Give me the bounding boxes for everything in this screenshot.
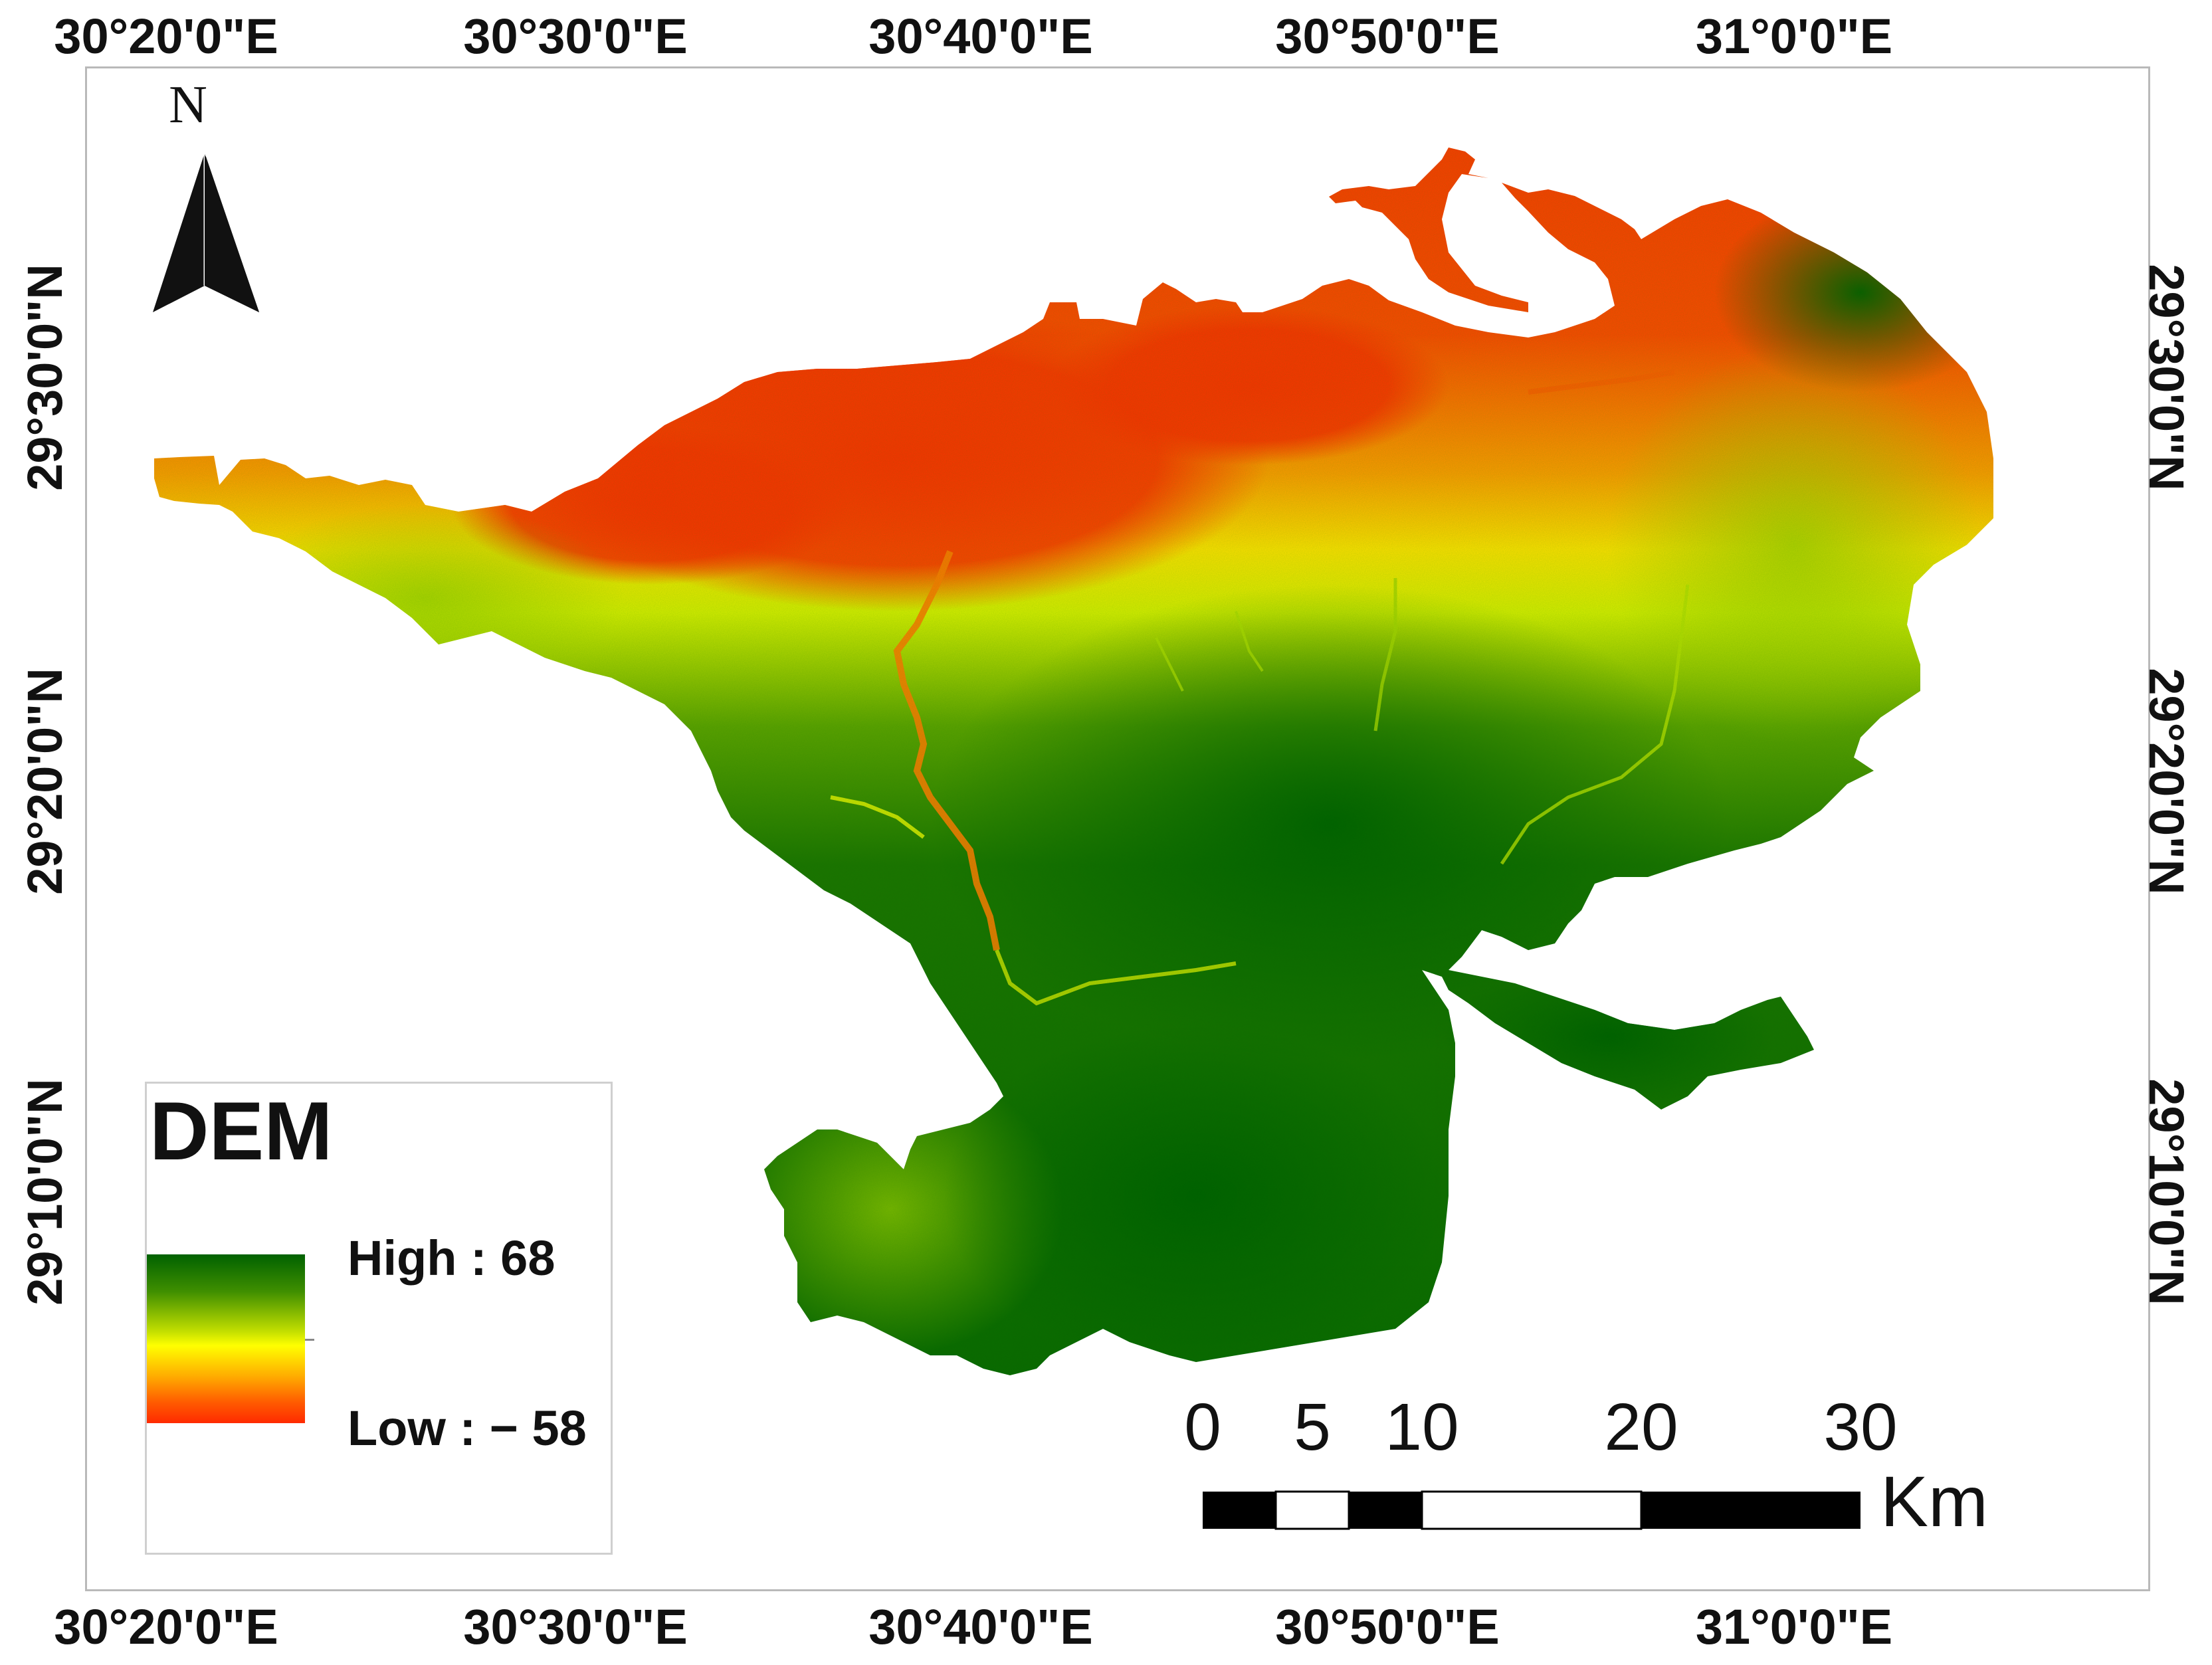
scale-segment-2 <box>1274 1490 1350 1530</box>
scale-segment-3 <box>1349 1492 1422 1529</box>
top-lon-label-4: 30°50'0"E <box>1275 9 1500 64</box>
top-lon-label-5: 31°0'0"E <box>1695 9 1893 64</box>
legend-high-label: High : 68 <box>348 1230 555 1286</box>
legend-tick <box>305 1339 314 1341</box>
bottom-lon-label-5: 31°0'0"E <box>1695 1599 1893 1654</box>
north-label: N <box>169 76 207 134</box>
scale-label-5: 5 <box>1294 1390 1331 1464</box>
scale-unit-label: Km <box>1880 1461 1988 1541</box>
top-lon-label-1: 30°20'0"E <box>54 9 278 64</box>
scale-segment-1 <box>1203 1492 1276 1529</box>
bottom-lon-label-3: 30°40'0"E <box>868 1599 1093 1654</box>
bottom-lon-label-4: 30°50'0"E <box>1275 1599 1500 1654</box>
scale-label-10: 10 <box>1385 1390 1459 1464</box>
scale-bar <box>1203 1490 1860 1530</box>
bottom-lon-label-1: 30°20'0"E <box>54 1599 278 1654</box>
map-frame <box>85 66 2150 1591</box>
legend-color-ramp <box>147 1254 305 1423</box>
top-lon-label-3: 30°40'0"E <box>868 9 1093 64</box>
legend-title: DEM <box>150 1086 333 1177</box>
top-lon-label-2: 30°30'0"E <box>463 9 688 64</box>
scale-segment-5 <box>1641 1492 1860 1529</box>
bottom-lon-label-2: 30°30'0"E <box>463 1599 688 1654</box>
legend-low-label: Low : − 58 <box>348 1401 587 1456</box>
scale-label-20: 20 <box>1604 1390 1678 1464</box>
scale-label-30: 30 <box>1823 1390 1898 1464</box>
scale-segment-4 <box>1421 1490 1643 1530</box>
legend-box: DEM High : 68 Low : − 58 <box>145 1082 613 1555</box>
scale-label-0: 0 <box>1184 1390 1221 1464</box>
north-arrow-icon <box>153 153 259 312</box>
